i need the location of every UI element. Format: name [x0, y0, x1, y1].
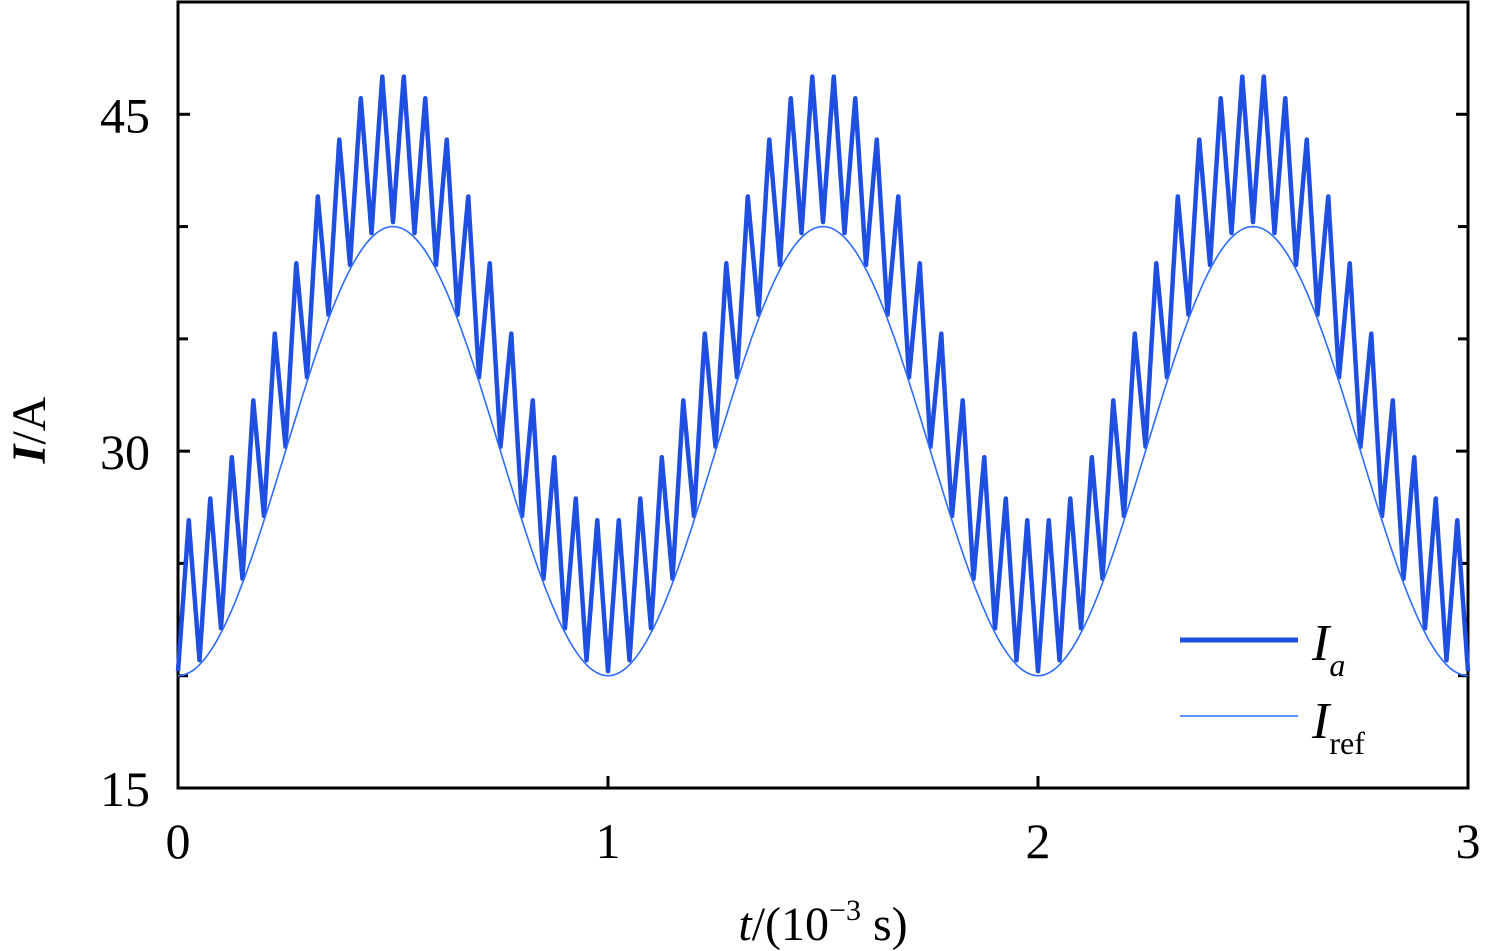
- x-axis-title: t/(10−3 s): [738, 894, 907, 951]
- legend-label-ia: Ia: [1311, 615, 1345, 683]
- y-axis-unit: /A: [3, 396, 56, 444]
- x-axis-unit-end: s): [861, 898, 908, 951]
- legend-label-iref: Iref: [1311, 693, 1365, 761]
- x-tick-label: 3: [1456, 813, 1481, 869]
- series-line-iref: [177, 225, 1469, 677]
- legend-sub-iref: ref: [1329, 725, 1365, 761]
- x-axis-exponent: −3: [829, 894, 861, 927]
- y-tick-label: 15: [100, 761, 150, 817]
- legend-main-ia: I: [1311, 615, 1332, 672]
- y-tick-label: 30: [100, 424, 150, 480]
- y-axis-title: I/A: [3, 396, 56, 464]
- x-axis-var: t: [738, 898, 753, 951]
- axis-tick-labels: 0 1 2 3 15 30 45: [100, 87, 1481, 869]
- legend: Ia Iref: [1180, 615, 1365, 761]
- series-line-ia: [175, 74, 1471, 674]
- x-axis-unit: /(10: [752, 898, 829, 951]
- series-layer: [175, 74, 1471, 677]
- x-tick-label: 0: [166, 813, 191, 869]
- legend-sub-ia: a: [1329, 647, 1345, 683]
- legend-main-iref: I: [1311, 693, 1332, 750]
- y-axis-var: I: [3, 442, 56, 464]
- x-tick-label: 2: [1026, 813, 1051, 869]
- x-tick-label: 1: [596, 813, 621, 869]
- plot-frame: [176, 0, 1470, 790]
- y-tick-label: 45: [100, 87, 150, 143]
